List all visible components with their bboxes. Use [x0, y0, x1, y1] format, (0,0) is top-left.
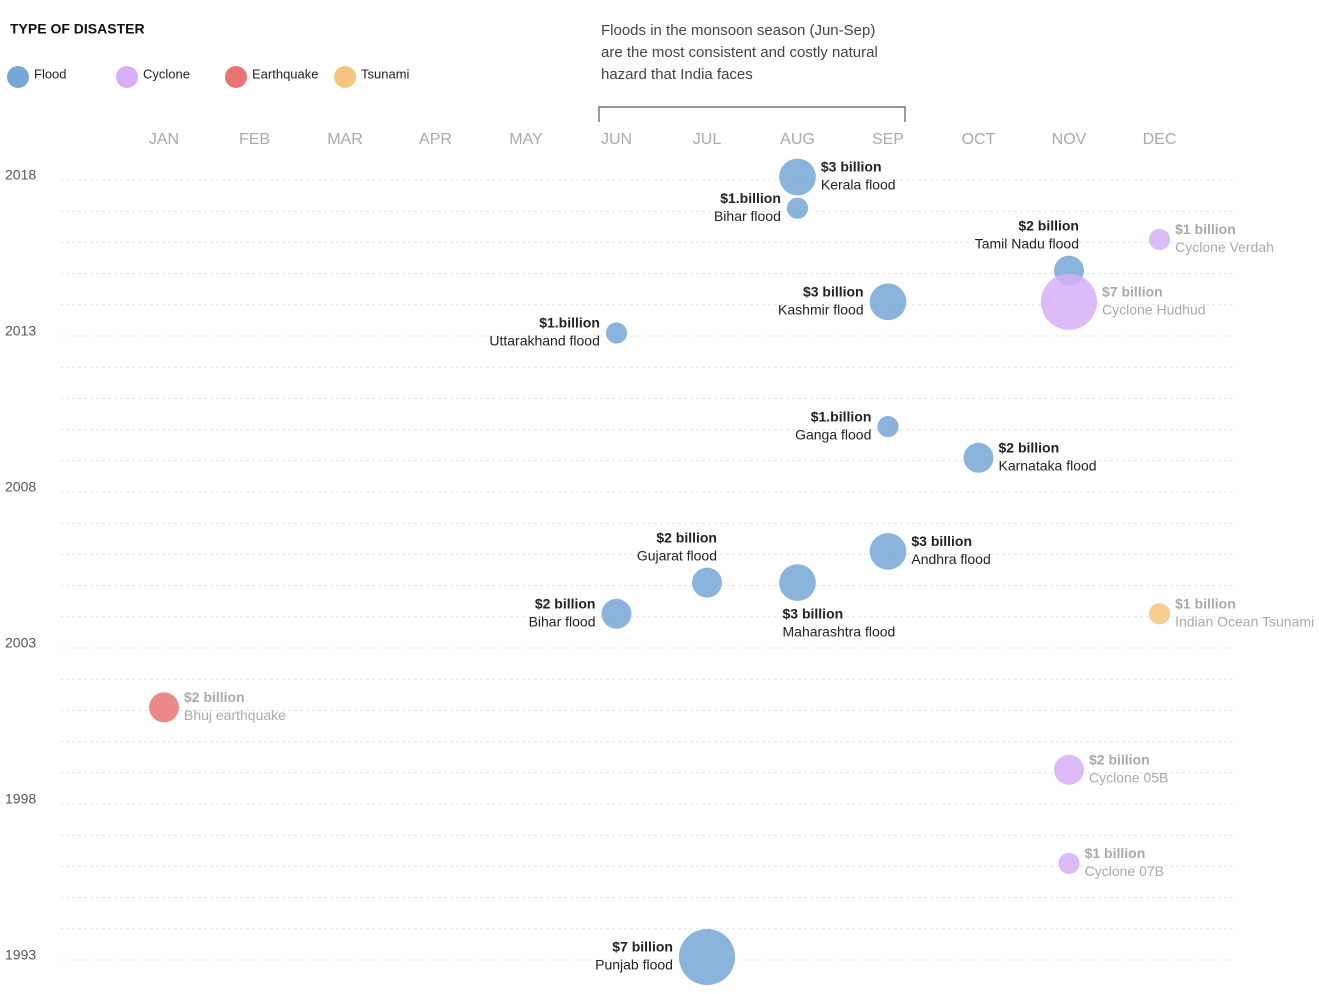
- bubble-name-label: Bihar flood: [714, 208, 781, 224]
- bubble-value-label: $3 billion: [783, 605, 844, 621]
- x-tick-label: OCT: [962, 131, 996, 148]
- legend-label: Cyclone: [143, 66, 190, 81]
- bubble-value-label: $3 billion: [803, 284, 864, 300]
- bubble-name-label: Kerala flood: [821, 177, 896, 193]
- bubble-value-label: $1.billion: [539, 315, 600, 331]
- bubble-value-label: $1 billion: [1175, 221, 1236, 237]
- bubble-value-label: $7 billion: [612, 939, 673, 955]
- bubble: [869, 533, 907, 570]
- y-tick-label: 2008: [5, 479, 36, 495]
- legend-title: TYPE OF DISASTER: [10, 21, 145, 37]
- bubbles: $3 billion Kerala flood $1.billion Bihar fl…: [149, 158, 1314, 986]
- bubble-value-label: $2 billion: [1089, 752, 1150, 768]
- y-tick-label: 2003: [5, 635, 36, 651]
- bubble-name-label: Andhra flood: [911, 551, 990, 567]
- bubble-value-label: $3 billion: [911, 533, 972, 549]
- legend: Flood Cyclone Earthquake Tsunami: [7, 66, 410, 88]
- bubble: [1058, 852, 1080, 875]
- bubble: [963, 442, 994, 473]
- y-tick-label: 2018: [5, 167, 36, 183]
- legend-swatch: [334, 66, 356, 88]
- annotation-line: Floods in the monsoon season (Jun-Sep): [601, 22, 875, 39]
- bubble: [601, 598, 632, 629]
- bubble-value-label: $3 billion: [821, 159, 882, 175]
- bubble-name-label: Karnataka flood: [998, 458, 1096, 474]
- bubble-name-label: Indian Ocean Tsunami: [1175, 614, 1314, 630]
- bubble: [869, 283, 907, 321]
- bubble: [678, 928, 736, 986]
- bubble-name-label: Cyclone Verdah: [1175, 239, 1274, 255]
- y-tick-label: 1993: [5, 947, 36, 963]
- bubble-name-label: Cyclone 07B: [1085, 863, 1164, 879]
- bubble: [877, 416, 899, 438]
- y-tick-label: 2013: [5, 323, 36, 339]
- bubble-name-label: Tamil Nadu flood: [975, 235, 1079, 251]
- annotation-line: are the most consistent and costly natur…: [601, 44, 878, 61]
- bubble-value-label: $2 billion: [656, 529, 717, 545]
- bubble-value-label: $2 billion: [1018, 217, 1079, 233]
- x-tick-label: NOV: [1052, 131, 1087, 148]
- bubble-value-label: $2 billion: [535, 596, 596, 612]
- bubble: [1040, 273, 1098, 330]
- bubble-value-label: $7 billion: [1102, 284, 1163, 300]
- grid: 2018 2013 2008 2003 1998 1993 JAN FEB MAR APR MAY J…: [5, 131, 1235, 963]
- bubble: [692, 567, 722, 598]
- bubble-name-label: Bihar flood: [529, 614, 596, 630]
- bubble-value-label: $1 billion: [1085, 845, 1146, 861]
- bubble-value-label: $2 billion: [998, 440, 1059, 456]
- bubble-name-label: Cyclone 05B: [1089, 770, 1168, 786]
- x-tick-label: APR: [419, 131, 452, 148]
- bubble-name-label: Uttarakhand flood: [489, 333, 600, 349]
- legend-label: Flood: [34, 66, 67, 81]
- bubble-name-label: Punjab flood: [595, 957, 673, 973]
- bubble-name-label: Maharashtra flood: [783, 623, 896, 639]
- y-tick-label: 1998: [5, 791, 36, 807]
- bubble: [779, 564, 816, 601]
- annotation-bracket: [598, 106, 906, 122]
- x-tick-label: MAR: [327, 131, 363, 148]
- bubble-value-label: $1 billion: [1175, 596, 1236, 612]
- legend-label: Earthquake: [252, 66, 319, 81]
- annotation-line: hazard that India faces: [601, 66, 753, 83]
- bubble-name-label: Cyclone Hudhud: [1102, 302, 1206, 318]
- bubble-value-label: $1.billion: [811, 408, 872, 424]
- x-tick-label: JUN: [601, 131, 632, 148]
- bubble: [779, 158, 816, 196]
- bubble: [1054, 754, 1084, 785]
- bubble-value-label: $2 billion: [184, 689, 245, 705]
- x-tick-label: DEC: [1143, 131, 1177, 148]
- x-tick-label: MAY: [509, 131, 543, 148]
- legend-label: Tsunami: [361, 66, 410, 81]
- bubble: [1148, 228, 1171, 250]
- x-tick-label: JAN: [149, 131, 179, 148]
- legend-swatch: [116, 66, 138, 88]
- x-tick-label: AUG: [780, 131, 815, 148]
- x-tick-label: FEB: [239, 131, 270, 148]
- bubble: [786, 197, 809, 219]
- legend-swatch: [225, 66, 247, 88]
- bubble-name-label: Gujarat flood: [637, 547, 717, 563]
- x-tick-label: JUL: [693, 131, 722, 148]
- bubble-name-label: Ganga flood: [795, 426, 871, 442]
- bubble-name-label: Bhuj earthquake: [184, 707, 286, 723]
- x-tick-label: SEP: [872, 131, 904, 148]
- legend-swatch: [7, 66, 29, 88]
- bubble: [1148, 603, 1171, 625]
- bubble: [149, 692, 179, 723]
- bubble-name-label: Kashmir flood: [778, 302, 864, 318]
- bubble: [605, 322, 628, 344]
- bubble-value-label: $1.billion: [720, 190, 781, 206]
